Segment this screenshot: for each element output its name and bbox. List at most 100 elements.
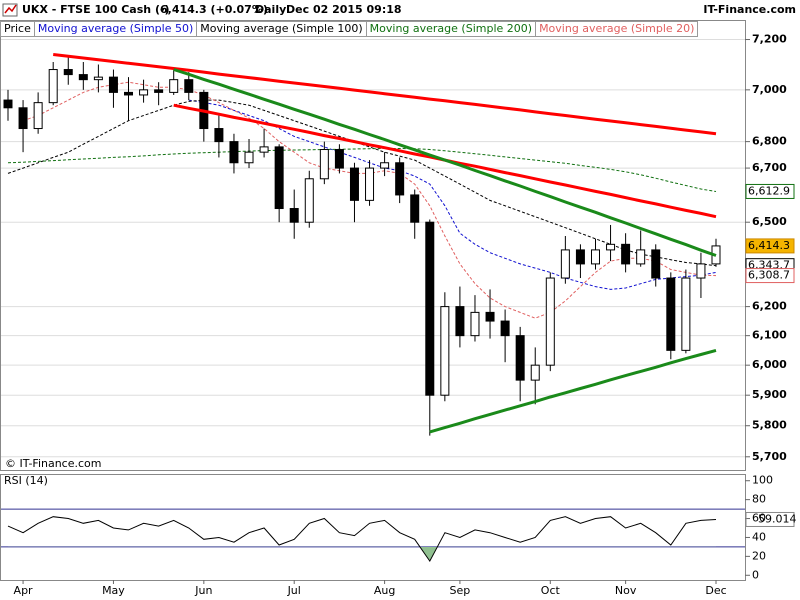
x-tick-label: Jul: [287, 584, 301, 597]
y-tick-label: 40: [752, 530, 766, 543]
candle-body: [636, 249, 646, 265]
legend-item: Moving average (Simple 20): [535, 21, 699, 37]
y-tick-label: 7,000: [752, 83, 787, 96]
x-tick-label: Dec: [705, 584, 726, 597]
candle-body: [349, 167, 359, 201]
candle-body: [33, 102, 43, 130]
moving-average: [7, 99, 717, 267]
candle-body: [365, 167, 375, 201]
rsi-line: [7, 516, 717, 563]
candle-body: [500, 320, 510, 337]
x-tick-label: Aug: [374, 584, 395, 597]
candle-body: [289, 208, 299, 223]
candle-body: [696, 263, 706, 279]
y-tick-label: 5,900: [752, 388, 787, 401]
value-tag: [745, 268, 795, 284]
candle-body: [425, 221, 435, 396]
brand: IT-Finance.com: [703, 3, 796, 16]
y-tick-label: 6,000: [752, 358, 787, 371]
legend-item: Moving average (Simple 200): [365, 21, 537, 37]
candle-body: [214, 128, 224, 143]
candle-body: [334, 149, 344, 169]
candle-body: [3, 99, 13, 109]
candle-body: [606, 243, 616, 251]
value-tag-label: 6,308.7: [748, 269, 790, 282]
rsi-frame: [0, 474, 746, 581]
legend-item: Price: [0, 21, 35, 37]
candle-body: [169, 79, 179, 93]
trendline: [173, 68, 717, 257]
logo: [2, 3, 18, 17]
trendline: [429, 348, 717, 434]
rsi-tag: 59.014: [758, 512, 797, 525]
candle-body: [319, 149, 329, 180]
price-tag: [745, 238, 795, 254]
candle-body: [530, 364, 540, 381]
x-tick-label: Nov: [615, 584, 637, 597]
candle-body: [440, 306, 450, 396]
candle-body: [78, 74, 88, 81]
rsi-oversold-fill: [419, 546, 438, 562]
trendline: [53, 53, 717, 136]
rsi-title: RSI (14): [4, 474, 48, 487]
y-tick-label: 100: [752, 474, 773, 487]
x-tick-label: Jun: [194, 584, 212, 597]
candle-body: [124, 91, 134, 96]
candle-body: [304, 178, 314, 223]
x-tick-label: Sep: [450, 584, 471, 597]
legend: Price Moving average (Simple 50) Moving a…: [0, 21, 699, 37]
datetime: Dec 02 2015 09:18: [286, 3, 402, 16]
y-tick-label: 5,700: [752, 450, 787, 463]
candle-body: [184, 79, 194, 93]
legend-item: Moving average (Simple 50): [33, 21, 198, 37]
quote: 6,414.3 (+0.07%): [160, 3, 268, 16]
symbol: UKX - FTSE 100 Cash (-): [22, 3, 170, 16]
candle-body: [18, 107, 28, 130]
price-tag-label: 6,414.3: [748, 239, 790, 252]
x-tick-label: May: [102, 584, 125, 597]
value-tag-label: 6,612.9: [748, 184, 790, 197]
y-tick-label: 60: [752, 512, 766, 525]
y-tick-label: 6,800: [752, 135, 787, 148]
value-tag: [745, 183, 795, 199]
y-tick-label: 6,700: [752, 161, 787, 174]
moving-average: [7, 148, 717, 192]
candle-body: [93, 76, 103, 81]
y-tick-label: 7,200: [752, 33, 787, 46]
candle-body: [244, 151, 254, 164]
candle-body: [380, 162, 390, 169]
candle-body: [259, 146, 269, 153]
candle-body: [545, 277, 555, 366]
y-tick-label: 20: [752, 549, 766, 562]
candle-body: [515, 335, 525, 381]
candle-body: [139, 89, 149, 96]
y-tick-label: 0: [752, 568, 759, 581]
candle-body: [560, 249, 570, 279]
candle-body: [470, 311, 480, 337]
copyright: © IT-Finance.com: [5, 457, 102, 470]
candle-body: [666, 277, 676, 351]
candle-body: [108, 76, 118, 93]
y-tick-label: 5,800: [752, 419, 787, 432]
value-tag: [745, 511, 795, 527]
y-tick-label: 80: [752, 493, 766, 506]
candle-body: [621, 243, 631, 265]
candle-body: [48, 69, 58, 104]
header-bar: [0, 0, 800, 20]
x-tick-label: Apr: [14, 584, 34, 597]
y-tick-label: 6,200: [752, 300, 787, 313]
candle-body: [229, 141, 239, 164]
y-tick-label: 6,500: [752, 215, 787, 228]
period: Daily: [255, 3, 286, 16]
candle-body: [395, 162, 405, 196]
candle-body: [681, 277, 691, 351]
candle-body: [455, 306, 465, 337]
candle-body: [575, 249, 585, 265]
legend-item: Moving average (Simple 100): [196, 21, 367, 37]
candle-body: [274, 146, 284, 210]
y-tick-label: 6,100: [752, 329, 787, 342]
candle-body: [63, 69, 73, 76]
x-tick-label: Oct: [541, 584, 561, 597]
candle-body: [485, 311, 495, 322]
